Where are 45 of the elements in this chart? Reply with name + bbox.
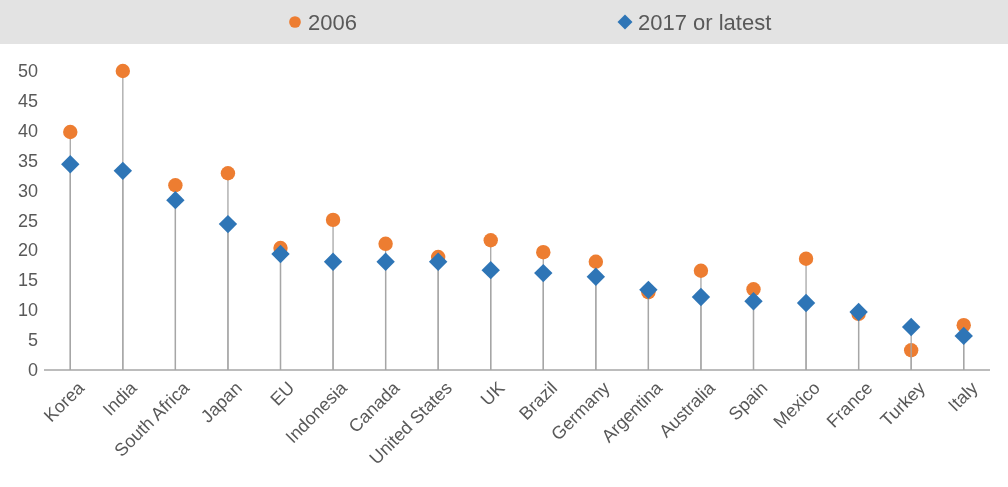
point: [220, 166, 236, 181]
point: [481, 260, 500, 280]
point: [325, 212, 341, 228]
y-tick-label: 10: [17, 300, 38, 321]
y-tick-label: 15: [17, 270, 38, 291]
point: [536, 244, 551, 260]
point: [691, 287, 711, 307]
point: [534, 263, 553, 283]
point: [954, 326, 973, 346]
point: [63, 124, 78, 140]
y-tick-label: 50: [17, 61, 38, 81]
point: [901, 317, 921, 337]
point: [428, 252, 448, 271]
point: [849, 302, 868, 322]
y-tick-label: 0: [27, 360, 38, 380]
point: [115, 63, 131, 79]
x-tick-label: UK: [476, 377, 509, 410]
point: [903, 343, 919, 358]
point: [588, 254, 604, 269]
point: [639, 280, 658, 300]
point: [693, 263, 709, 278]
y-tick-label: 25: [17, 210, 38, 231]
point: [113, 161, 133, 181]
legend-label: 2006: [308, 9, 357, 35]
point: [796, 293, 816, 313]
point: [61, 155, 80, 174]
legend-label: 2017 or latest: [638, 9, 772, 35]
point: [744, 292, 763, 311]
point: [271, 244, 290, 264]
y-tick-label: 5: [27, 330, 38, 351]
y-tick-label: 30: [17, 180, 38, 201]
y-tick-label: 40: [17, 120, 38, 141]
point: [483, 233, 498, 248]
y-tick-label: 20: [17, 240, 38, 261]
y-tick-label: 35: [17, 150, 38, 171]
point: [798, 251, 814, 266]
y-tick-label: 45: [17, 90, 38, 111]
point: [586, 267, 606, 286]
point: [376, 252, 395, 271]
point: [323, 252, 343, 271]
point: [166, 190, 185, 210]
point: [218, 214, 238, 234]
point: [168, 178, 183, 193]
x-tick-label: Italy: [944, 377, 982, 416]
point: [378, 236, 393, 252]
